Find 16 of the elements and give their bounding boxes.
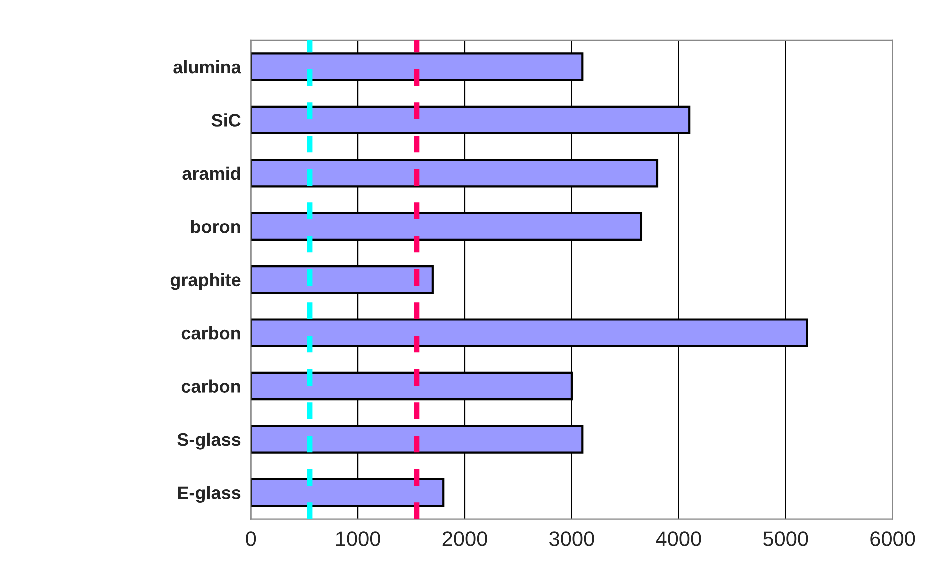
y-tick-label: boron bbox=[191, 220, 240, 234]
y-tick-label: carbon bbox=[182, 380, 240, 393]
x-tick-label: 5000 bbox=[764, 532, 808, 546]
x-tick-label: 2000 bbox=[442, 532, 488, 546]
y-tick-label: aramid bbox=[182, 166, 240, 180]
y-tick-label: graphite bbox=[170, 273, 241, 290]
x-tick-label: 4000 bbox=[656, 532, 702, 546]
x-tick-label: 0 bbox=[246, 532, 256, 546]
x-tick-label: 6000 bbox=[870, 532, 916, 546]
x-tick-label: 1000 bbox=[336, 532, 380, 546]
y-tick-label: SiC bbox=[212, 114, 241, 127]
y-tick-label: carbon bbox=[182, 326, 240, 340]
y-tick-label: S-glass bbox=[178, 432, 241, 450]
x-tick-label: 3000 bbox=[550, 532, 594, 546]
y-tick-label: E-glass bbox=[178, 486, 241, 504]
y-tick-label: alumina bbox=[174, 60, 242, 74]
